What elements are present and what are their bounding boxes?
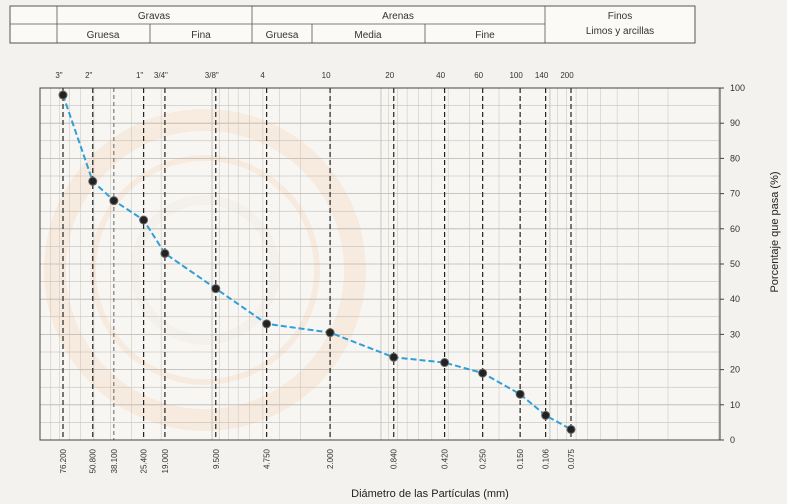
x-axis-ticks: 76.200 50.800 25.400 19.000 9.500 4.750 2.000 0… — [59, 448, 576, 473]
data-point — [440, 358, 450, 368]
header-gravas: Gravas — [138, 11, 170, 22]
sieve-label: 20 — [385, 71, 394, 80]
data-point — [262, 319, 272, 329]
x-tick-label: 0.106 — [542, 448, 551, 469]
x-tick-label: 9.500 — [212, 448, 221, 469]
grid-lines — [40, 88, 720, 440]
header-arenas: Arenas — [382, 11, 414, 22]
y-tick-label: 80 — [730, 153, 740, 163]
data-point — [515, 389, 525, 399]
sieve-lines — [62, 88, 572, 440]
sieve-labels: 3" 2" 1" 3/4" 3/8" 4 10 20 40 60 100 140 200 — [55, 71, 574, 80]
y-tick-label: 30 — [730, 329, 740, 339]
data-point — [541, 410, 551, 420]
x-tick-label: 0.840 — [390, 448, 399, 469]
header-finos: Finos — [608, 11, 632, 22]
x-tick-label: 50.800 — [89, 448, 98, 473]
sieve-label: 1" — [136, 71, 143, 80]
y-tick-label: 0 — [730, 435, 735, 445]
header-gravas-fina: Fina — [191, 30, 211, 41]
y-tick-label: 70 — [730, 189, 740, 199]
header-arenas-fina: Fine — [475, 30, 495, 41]
sieve-label: 40 — [436, 71, 445, 80]
x-tick-label: 0.420 — [441, 448, 450, 469]
y-tick-label: 20 — [730, 365, 740, 375]
data-point — [139, 215, 149, 225]
sieve-label: 60 — [474, 71, 483, 80]
y-tick-label: 40 — [730, 294, 740, 304]
x-tick-label: 19.000 — [161, 448, 170, 473]
data-point — [389, 352, 399, 362]
x-tick-label: 76.200 — [59, 448, 68, 473]
y-tick-label: 10 — [730, 400, 740, 410]
sieve-label: 4 — [260, 71, 265, 80]
x-tick-label: 2.000 — [326, 448, 335, 469]
header-arenas-gruesa: Gruesa — [266, 30, 299, 41]
data-point — [58, 90, 68, 100]
sieve-label: 3/8" — [205, 71, 219, 80]
y-tick-label: 100 — [730, 83, 745, 93]
series-line — [62, 94, 572, 431]
x-tick-label: 4.750 — [263, 448, 272, 469]
y-tick-label: 60 — [730, 224, 740, 234]
y-axis-ticks: 0 10 20 30 40 50 60 70 80 90 100 — [720, 83, 745, 445]
x-axis-label: Diámetro de las Partículas (mm) — [351, 488, 509, 500]
header-limos: Limos y arcillas — [586, 26, 654, 37]
data-point — [325, 328, 335, 338]
data-point — [478, 368, 488, 378]
sieve-label: 200 — [560, 71, 574, 80]
data-point — [566, 424, 576, 434]
sieve-label: 100 — [509, 71, 523, 80]
data-point — [160, 248, 170, 258]
sieve-label: 3/4" — [154, 71, 168, 80]
sieve-label: 3" — [55, 71, 62, 80]
gradation-series — [58, 90, 576, 434]
data-point — [109, 196, 119, 206]
x-tick-label: 25.400 — [140, 448, 149, 473]
x-tick-label: 0.250 — [479, 448, 488, 469]
header-arenas-media: Media — [354, 30, 382, 41]
y-axis-label: Porcentaje que pasa (%) — [769, 171, 781, 292]
x-tick-label: 0.075 — [567, 448, 576, 469]
y-tick-label: 50 — [730, 259, 740, 269]
sieve-label: 10 — [322, 71, 331, 80]
sieve-label: 2" — [85, 71, 92, 80]
x-tick-label: 38.100 — [110, 448, 119, 473]
classification-header: Gravas Gruesa Fina Arenas Gruesa Media F… — [9, 5, 696, 44]
header-gravas-gruesa: Gruesa — [87, 30, 120, 41]
data-point — [211, 284, 221, 294]
x-tick-label: 0.150 — [516, 448, 525, 469]
plot-frame — [39, 87, 721, 441]
data-point — [88, 176, 98, 186]
y-tick-label: 90 — [730, 118, 740, 128]
sieve-label: 140 — [535, 71, 549, 80]
